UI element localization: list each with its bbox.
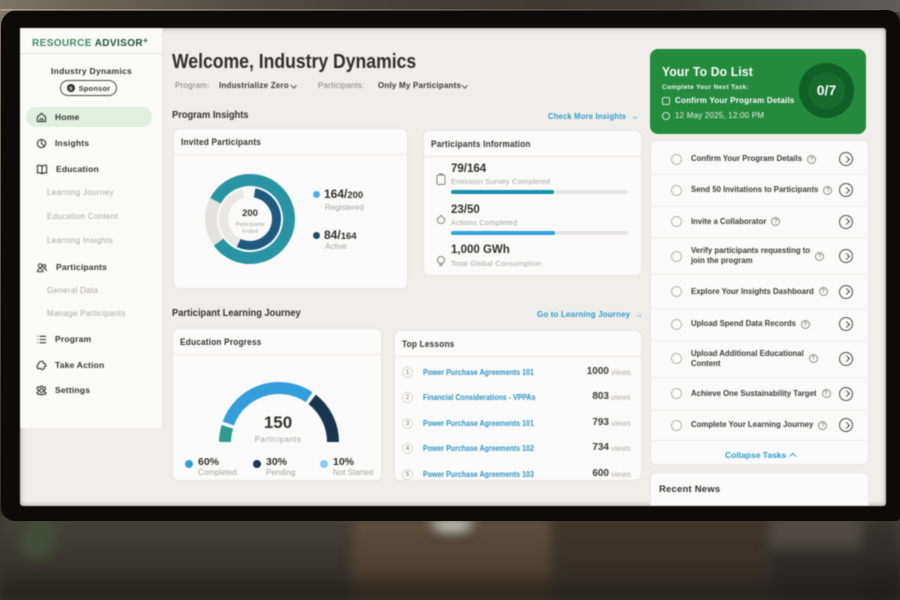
svg-text:Participants: Participants — [236, 222, 265, 228]
svg-text:Invited: Invited — [242, 229, 258, 235]
svg-text:200: 200 — [242, 208, 258, 219]
